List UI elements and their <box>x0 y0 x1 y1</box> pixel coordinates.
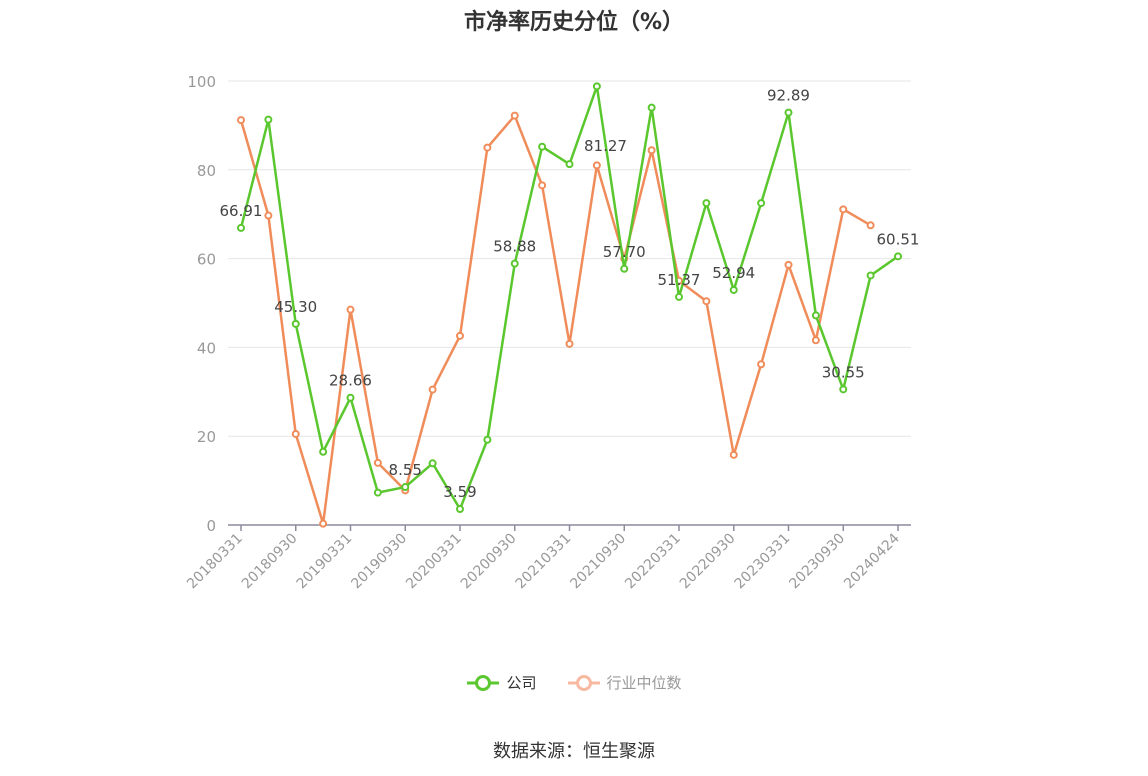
data-point[interactable] <box>811 311 820 320</box>
data-point[interactable] <box>866 271 875 280</box>
data-point[interactable] <box>565 160 574 169</box>
data-point[interactable] <box>456 331 464 340</box>
data-label: 28.66 <box>329 372 372 390</box>
data-point[interactable] <box>702 297 711 306</box>
legend-item-company[interactable]: 公司 <box>466 672 537 693</box>
x-tick-label: 20200331 <box>403 531 465 593</box>
data-source-note: 数据来源：恒生聚源 <box>493 741 655 762</box>
data-label: 58.88 <box>493 238 536 256</box>
series-lines <box>237 82 902 528</box>
data-point[interactable] <box>264 115 273 124</box>
data-point[interactable] <box>346 305 355 314</box>
data-point[interactable] <box>647 103 656 112</box>
data-point[interactable] <box>757 360 766 369</box>
legend: 公司 行业中位数 <box>0 672 1148 693</box>
data-label: 30.55 <box>822 363 865 381</box>
y-tick-label: 60 <box>197 251 216 269</box>
y-tick-label: 100 <box>187 73 216 91</box>
data-point[interactable] <box>428 385 437 394</box>
data-point[interactable] <box>456 505 464 514</box>
x-tick-label: 20240424 <box>841 530 903 592</box>
data-point[interactable] <box>565 339 574 348</box>
data-label: 8.55 <box>389 461 422 479</box>
legend-line-icon-industry-median <box>567 674 600 691</box>
x-tick-label: 20210331 <box>513 531 575 593</box>
data-point[interactable] <box>866 221 875 230</box>
x-tick-label: 20190331 <box>294 531 356 593</box>
data-point[interactable] <box>647 146 656 155</box>
data-label: 92.89 <box>767 87 810 105</box>
data-point[interactable] <box>729 285 738 294</box>
data-label: 60.51 <box>877 230 920 248</box>
line-chart: 0 20 40 60 80 100 2018033120180930201903312019… <box>184 73 920 593</box>
legend-line-icon-company <box>467 674 500 691</box>
y-tick-label: 80 <box>197 162 216 180</box>
data-point[interactable] <box>757 199 766 208</box>
data-point[interactable] <box>510 259 519 268</box>
data-point[interactable] <box>729 450 738 459</box>
y-tick-label: 20 <box>197 428 216 446</box>
data-point[interactable] <box>510 111 519 120</box>
x-tick-label: 20210930 <box>567 531 629 593</box>
data-label: 81.27 <box>584 137 627 155</box>
data-point[interactable] <box>291 429 300 438</box>
data-point[interactable] <box>319 447 328 456</box>
x-tick-label: 20230331 <box>732 531 794 593</box>
data-point[interactable] <box>811 336 820 345</box>
data-label: 3.59 <box>443 483 476 501</box>
data-point[interactable] <box>592 161 601 170</box>
data-point[interactable] <box>620 264 629 273</box>
x-tick-label: 20220331 <box>622 531 684 593</box>
data-label: 51.37 <box>658 271 701 289</box>
data-label: 52.94 <box>712 264 755 282</box>
chart-title: 市净率历史分位（%） <box>463 10 685 35</box>
data-point[interactable] <box>483 143 492 152</box>
data-point[interactable] <box>237 223 245 232</box>
data-point[interactable] <box>237 116 245 125</box>
data-point[interactable] <box>428 459 437 468</box>
data-labels: 66.91 45.30 28.66 8.55 3.59 58.88 81.27 57.70 51… <box>220 87 920 501</box>
series-line-industry-median <box>239 114 872 525</box>
data-point[interactable] <box>784 108 793 117</box>
y-tick-label: 40 <box>197 339 216 357</box>
legend-item-industry-median[interactable]: 行业中位数 <box>567 672 682 693</box>
data-label: 66.91 <box>220 202 263 220</box>
data-point[interactable] <box>319 519 328 528</box>
data-point[interactable] <box>675 292 683 301</box>
data-point[interactable] <box>538 181 547 190</box>
data-point[interactable] <box>483 435 492 444</box>
x-tick-label: 20220930 <box>677 531 739 593</box>
data-point[interactable] <box>346 393 355 402</box>
data-point[interactable] <box>702 199 711 208</box>
y-tick-label: 0 <box>206 517 216 535</box>
legend-label-company: 公司 <box>506 674 537 692</box>
data-point[interactable] <box>839 205 848 214</box>
data-point[interactable] <box>592 82 601 91</box>
data-point[interactable] <box>894 252 902 261</box>
x-tick-label: 20180930 <box>239 531 301 593</box>
data-point[interactable] <box>373 488 382 497</box>
x-tick-label: 20180331 <box>184 531 246 593</box>
x-tick-label: 20200930 <box>458 531 520 593</box>
x-tick-label: 20230930 <box>786 531 848 593</box>
x-tick-label: 20190930 <box>348 531 410 593</box>
data-label: 57.70 <box>603 243 646 261</box>
data-point[interactable] <box>291 319 300 328</box>
data-point[interactable] <box>373 458 382 467</box>
data-point[interactable] <box>401 483 410 492</box>
data-point[interactable] <box>264 211 273 220</box>
data-point[interactable] <box>784 260 793 269</box>
data-label: 45.30 <box>274 298 317 316</box>
legend-label-industry-median: 行业中位数 <box>606 674 682 692</box>
data-point[interactable] <box>538 142 547 151</box>
data-point[interactable] <box>839 385 848 394</box>
